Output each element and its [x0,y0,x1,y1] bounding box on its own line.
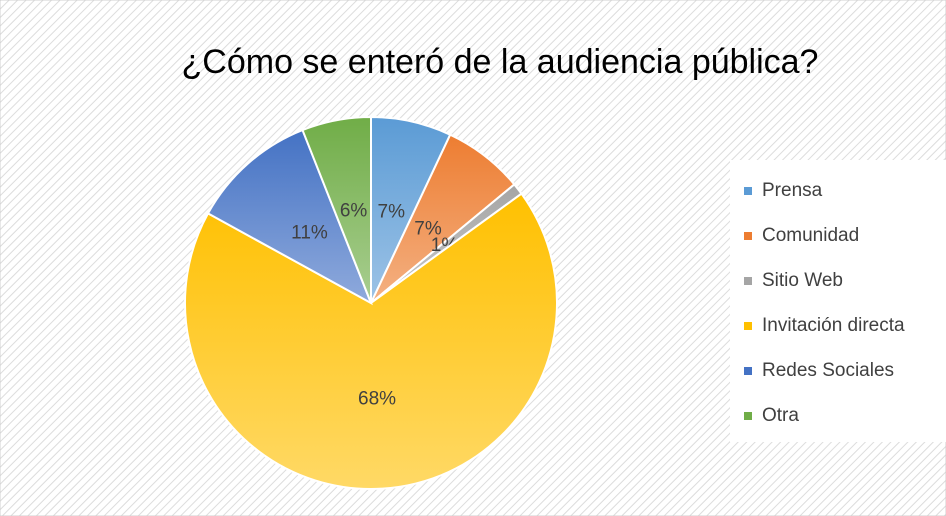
legend-label: Invitación directa [762,315,905,336]
pie-slice [301,115,372,304]
data-label: 11% [291,222,328,243]
legend-label: Comunidad [762,225,859,246]
legend-swatch [744,412,752,420]
data-label: 7% [414,219,442,240]
legend-label: Otra [762,405,799,426]
legend-label: Sitio Web [762,270,843,291]
legend-swatch [744,322,752,330]
data-label: 7% [378,201,406,222]
chart-title: ¿Cómo se enteró de la audiencia pública? [182,43,819,81]
legend-swatch [744,187,752,195]
data-label: 68% [358,389,396,410]
data-label: 6% [340,201,368,222]
legend-swatch [744,232,752,240]
legend-label: Prensa [762,180,823,201]
pie-slice [184,192,558,490]
legend-swatch [744,367,752,375]
pie-slice [206,128,373,306]
legend-swatch [744,277,752,285]
legend-box [730,160,946,442]
legend-label: Redes Sociales [762,360,894,381]
